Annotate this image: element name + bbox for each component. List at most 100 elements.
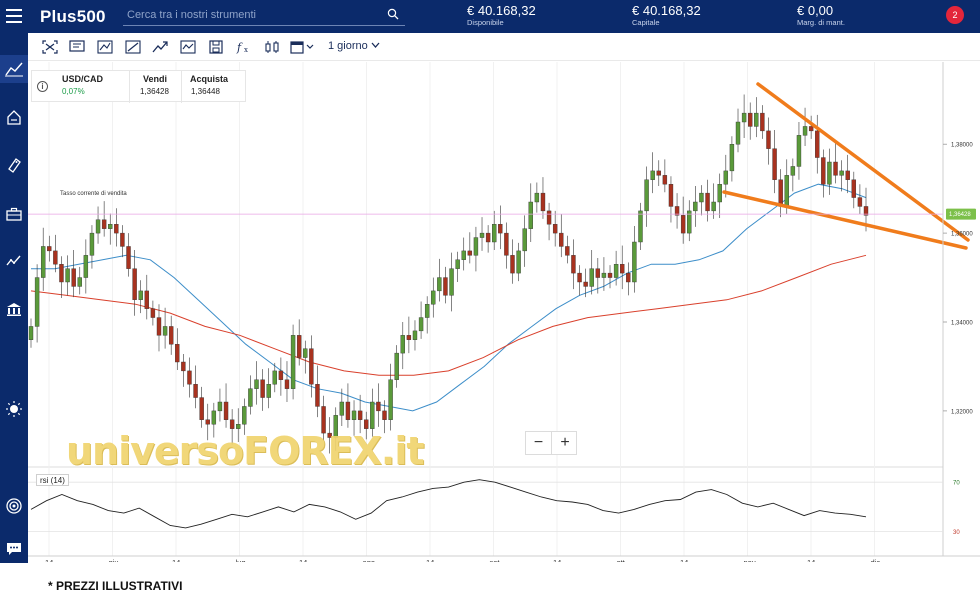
- ma-slow-line: [30, 254, 867, 376]
- price-line: Tasso corrente di vendita 1,36428: [28, 191, 976, 220]
- candle-body: [577, 272, 582, 283]
- notifications-badge[interactable]: 2: [946, 6, 964, 24]
- candle-body: [120, 232, 125, 247]
- candle-body: [412, 330, 418, 340]
- search-box[interactable]: [123, 4, 405, 26]
- info-icon[interactable]: i: [37, 81, 48, 92]
- trend-tool-icon[interactable]: [125, 40, 141, 54]
- candle-body: [217, 401, 223, 412]
- candle-body: [443, 277, 448, 296]
- draw-trend-icon[interactable]: [152, 40, 168, 54]
- fullscreen-icon[interactable]: [42, 40, 58, 54]
- period-selector[interactable]: 1 giorno: [328, 40, 380, 52]
- x-tick-label: ago: [363, 558, 376, 562]
- chart-icon: [5, 62, 23, 77]
- search-icon[interactable]: [387, 8, 399, 20]
- sidebar-item-chart[interactable]: [0, 55, 28, 83]
- candle-body: [650, 170, 655, 180]
- candle-body: [662, 175, 668, 185]
- candle-body: [613, 264, 619, 278]
- price-chart[interactable]: Tasso corrente di vendita 1,36428 1,3200…: [28, 62, 980, 562]
- chart-area[interactable]: Tasso corrente di vendita 1,36428 1,3200…: [28, 62, 980, 562]
- candle-body: [181, 361, 186, 372]
- candle-body: [565, 246, 570, 256]
- zoom-out-button[interactable]: −: [526, 432, 552, 454]
- rsi-indicator-label[interactable]: rsi (14): [36, 474, 69, 486]
- candle-body: [790, 166, 796, 176]
- candle-body: [211, 410, 217, 425]
- candle-body: [303, 348, 308, 358]
- candle-body: [59, 264, 64, 283]
- candle-body: [815, 130, 820, 158]
- candle-body: [827, 161, 832, 185]
- candle-body: [510, 255, 515, 274]
- candle-body: [467, 250, 473, 256]
- chat-icon: [7, 543, 21, 555]
- zoom-control: − +: [525, 431, 577, 455]
- candle-body: [168, 326, 174, 345]
- sidebar-item-trade[interactable]: [4, 108, 24, 128]
- sidebar-item-trends[interactable]: [4, 251, 24, 271]
- sidebar-item-target[interactable]: [4, 496, 24, 516]
- target-icon: [6, 498, 22, 514]
- candle-body: [516, 250, 521, 274]
- candle-body: [589, 268, 594, 287]
- stat-margin-label: Marg. di mant.: [797, 18, 845, 27]
- candle-body: [388, 379, 393, 420]
- candle-body: [747, 112, 753, 127]
- divider: [181, 71, 182, 103]
- y-tick-label: 1,36000: [951, 232, 973, 238]
- label-icon: [8, 158, 21, 173]
- calendar-icon[interactable]: [290, 40, 314, 54]
- comment-icon[interactable]: [69, 40, 85, 54]
- stat-maintenance-margin: € 0,00 Marg. di mant.: [797, 3, 845, 27]
- candle-body: [687, 210, 692, 234]
- candle-body: [485, 232, 491, 243]
- search-input[interactable]: [127, 6, 377, 24]
- compare-icon[interactable]: [264, 40, 280, 54]
- sidebar-item-portfolio[interactable]: [4, 204, 24, 224]
- candle-body: [370, 401, 375, 429]
- stat-equity: € 40.168,32 Capitale: [632, 3, 701, 27]
- indicator-icon[interactable]: [180, 40, 196, 54]
- candle-body: [223, 401, 229, 420]
- candle-body: [656, 170, 661, 176]
- candle-body: [144, 290, 150, 309]
- sidebar-item-theme[interactable]: [4, 399, 24, 419]
- x-tick-label: 14: [553, 558, 561, 562]
- candle-body: [351, 410, 357, 420]
- candle-body: [28, 326, 34, 340]
- sidebar-item-chat[interactable]: [4, 539, 24, 559]
- x-tick-label: 14: [45, 558, 53, 562]
- candle-body: [729, 144, 735, 172]
- zoom-in-button[interactable]: +: [560, 434, 570, 451]
- stat-margin-value: € 0,00: [797, 3, 834, 18]
- line-tool-icon[interactable]: [97, 40, 113, 54]
- x-tick-label: dic: [871, 558, 881, 562]
- plus500-logo: Plus500: [40, 7, 106, 26]
- candle-body: [693, 201, 698, 212]
- candle-body: [53, 250, 58, 265]
- sidebar-item-orders[interactable]: [4, 155, 24, 175]
- divider: [129, 71, 130, 103]
- x-tick-label: 14: [680, 558, 688, 562]
- candle-body: [175, 344, 180, 363]
- candle-body: [418, 317, 424, 332]
- hamburger-menu-icon[interactable]: [6, 9, 22, 23]
- candle-body: [863, 206, 869, 216]
- candle-body: [108, 224, 113, 229]
- candle-body: [461, 250, 466, 260]
- candle-body: [540, 192, 546, 212]
- bank-icon: [7, 303, 21, 316]
- candle-body: [327, 432, 332, 438]
- candle-body: [626, 272, 631, 283]
- candle-body: [674, 206, 680, 216]
- candle-body: [449, 268, 454, 296]
- candle-body: [668, 184, 674, 207]
- sidebar-item-funds[interactable]: [4, 299, 24, 319]
- current-price-tag: [946, 208, 976, 220]
- candle-body: [766, 130, 771, 149]
- candle-body: [705, 192, 710, 212]
- save-icon[interactable]: [208, 40, 224, 54]
